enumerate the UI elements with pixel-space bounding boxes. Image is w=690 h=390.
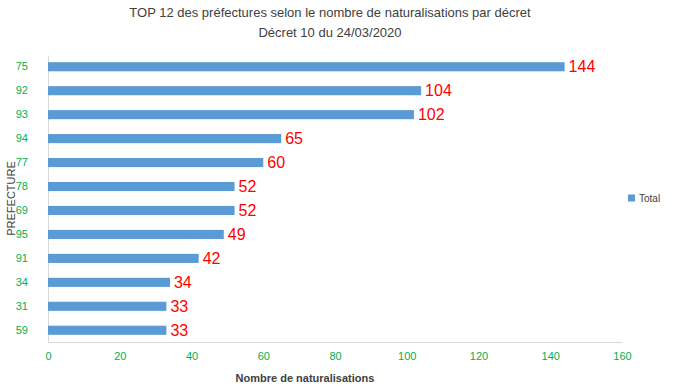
- tick-label: 140: [542, 350, 560, 362]
- tick: 92: [16, 84, 48, 96]
- tick-label: 40: [186, 350, 198, 362]
- data-label: 33: [170, 322, 188, 339]
- data-label: 104: [425, 82, 452, 99]
- tick: 100: [398, 342, 416, 362]
- title: TOP 12 des préfectures selon le nombre d…: [129, 5, 531, 20]
- tick: 140: [542, 342, 560, 362]
- tick-label: 31: [16, 300, 28, 312]
- tick-label: 34: [16, 276, 28, 288]
- tick-label: 91: [16, 252, 28, 264]
- data-label: 144: [569, 58, 596, 75]
- y-axis: 75 92 93 94 77 78 69 95 91 34 31 59: [16, 56, 49, 343]
- tick-label: 120: [470, 350, 488, 362]
- tick-label: 80: [329, 350, 341, 362]
- tick: 60: [258, 342, 270, 362]
- bar: [48, 134, 281, 143]
- tick: 120: [470, 342, 488, 362]
- bars: [48, 62, 565, 335]
- chart: TOP 12 des préfectures selon le nombre d…: [0, 0, 690, 390]
- tick-label: 92: [16, 84, 28, 96]
- tick-label: 77: [16, 156, 28, 168]
- tick-label: 59: [16, 324, 28, 336]
- legend-label: Total: [639, 193, 660, 204]
- data-label: 60: [267, 154, 285, 171]
- tick: 80: [329, 342, 341, 362]
- bar: [48, 86, 421, 95]
- data-label: 49: [228, 226, 246, 243]
- legend-item: Total: [628, 193, 660, 204]
- bar: [48, 110, 414, 119]
- tick: 59: [16, 324, 48, 336]
- data-label: 52: [239, 178, 257, 195]
- bar: [48, 182, 235, 191]
- plot: 0 20 40 60 80 100 120 140 160 75 92 93 94 77 78 69 95 91 3…: [16, 56, 632, 362]
- tick: 20: [114, 342, 126, 362]
- tick: 95: [16, 228, 48, 240]
- y-axis-title: PREFECTURE: [5, 161, 17, 236]
- data-label: 52: [239, 202, 257, 219]
- bar: [48, 230, 224, 239]
- data-label: 34: [174, 274, 192, 291]
- data-label: 65: [285, 130, 303, 147]
- tick: 31: [16, 300, 48, 312]
- legend-swatch: [628, 195, 635, 202]
- tick-label: 69: [16, 204, 28, 216]
- tick: 77: [16, 156, 48, 168]
- tick: 78: [16, 180, 48, 192]
- bar: [48, 278, 170, 287]
- bar: [48, 158, 263, 167]
- bar: [48, 254, 199, 263]
- tick: 93: [16, 108, 48, 120]
- bar: [48, 62, 565, 71]
- tick-label: 94: [16, 132, 28, 144]
- bar: [48, 302, 166, 311]
- tick-label: 93: [16, 108, 28, 120]
- tick-label: 78: [16, 180, 28, 192]
- tick: 40: [186, 342, 198, 362]
- tick-label: 75: [16, 60, 28, 72]
- tick: 34: [16, 276, 48, 288]
- data-label: 102: [418, 106, 445, 123]
- legend: Total: [628, 193, 660, 204]
- tick-label: 60: [258, 350, 270, 362]
- tick-label: 100: [398, 350, 416, 362]
- tick: 69: [16, 204, 48, 216]
- data-labels: 144 104 102 6560 52 52 49 42 34 33 33: [170, 58, 595, 339]
- bar: [48, 206, 235, 215]
- tick: 75: [16, 60, 48, 72]
- tick: 91: [16, 252, 48, 264]
- tick: 160: [613, 342, 631, 362]
- data-label: 42: [203, 250, 221, 267]
- axis-line: [48, 56, 49, 343]
- data-label: 33: [170, 298, 188, 315]
- bar: [48, 326, 166, 335]
- tick: 94: [16, 132, 48, 144]
- tick: 0: [45, 342, 51, 362]
- x-axis: 0 20 40 60 80 100 120 140 160: [45, 342, 631, 362]
- tick-label: 95: [16, 228, 28, 240]
- axis-line: [49, 342, 623, 343]
- tick-label: 20: [114, 350, 126, 362]
- tick-label: 160: [613, 350, 631, 362]
- tick-label: 0: [45, 350, 51, 362]
- subtitle: Décret 10 du 24/03/2020: [258, 25, 401, 40]
- x-axis-title: Nombre de naturalisations: [236, 372, 375, 384]
